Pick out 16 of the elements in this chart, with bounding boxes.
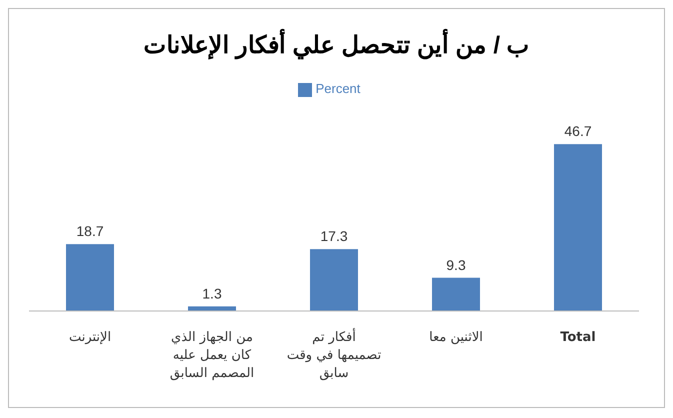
bar (432, 278, 480, 311)
data-label: 9.3 (446, 256, 466, 273)
data-label: 46.7 (564, 123, 592, 140)
x-tick-label: الإنترنت (68, 330, 112, 345)
x-tick-label: من الجهاز الذي كان يعمل عليه المصمم السابق (170, 330, 254, 381)
x-tick-label: الاثنين معا (429, 330, 483, 345)
data-label: 1.3 (202, 285, 222, 302)
bar (554, 144, 602, 311)
bar (310, 249, 358, 311)
legend-label: Percent (316, 81, 360, 96)
data-label: 17.3 (320, 228, 348, 244)
x-tick-label: Total (560, 330, 596, 345)
chart-title: ب / من أين تتحصل علي أفكار الإعلانات (142, 31, 531, 62)
data-label: 18.7 (76, 223, 104, 240)
x-tick-label: أفكار تم تصميمها في وقت سابق (286, 328, 382, 381)
bar (66, 244, 114, 311)
